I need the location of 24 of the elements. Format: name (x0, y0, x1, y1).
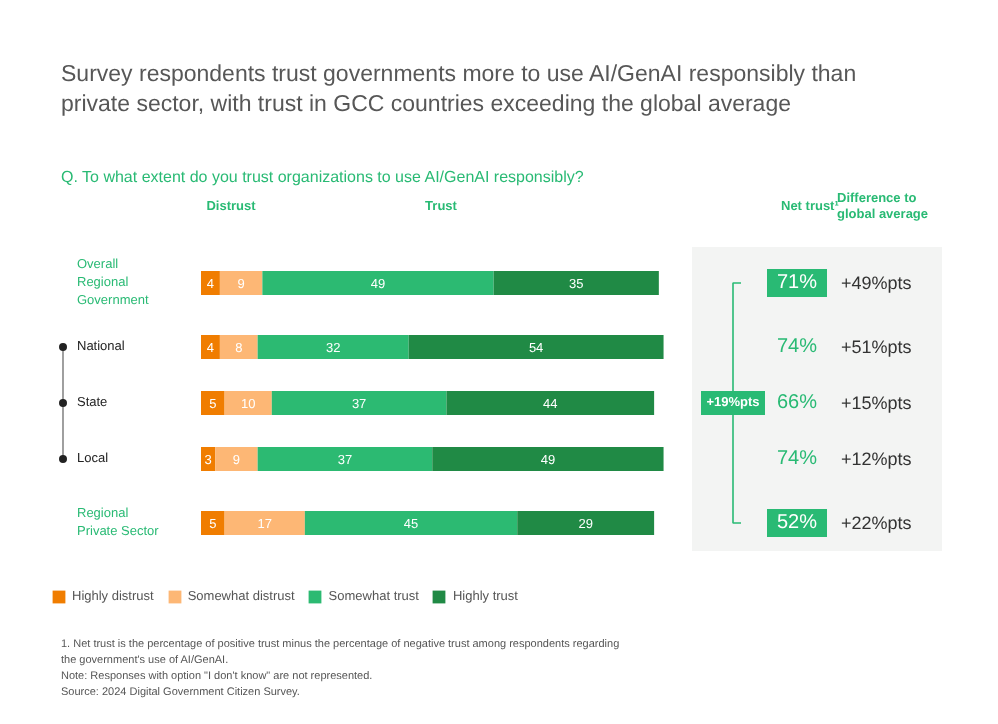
bar (271, 391, 447, 415)
bar (517, 511, 655, 535)
bar (201, 511, 225, 535)
text: +51%pts (841, 337, 913, 357)
bar (304, 511, 518, 535)
text: 71% (776, 272, 818, 294)
bar (224, 391, 272, 415)
text: +15%pts (841, 393, 913, 413)
text: +22%pts (841, 513, 913, 533)
bar (446, 391, 655, 415)
text: 74% (776, 336, 818, 358)
text: +49%pts (841, 273, 913, 293)
text: 66% (776, 392, 818, 414)
text: 74% (776, 448, 818, 470)
bar (493, 271, 659, 295)
chart-subtitle: Q. To what extent do you trust organizations to use AI/GenAI responsibly? (61, 168, 585, 186)
bar (219, 271, 263, 295)
text: +12%pts (841, 449, 913, 469)
bar (262, 271, 494, 295)
bar (224, 511, 305, 535)
bar (201, 271, 220, 295)
text: 52% (776, 512, 818, 534)
bar (201, 391, 225, 415)
chart-title: Survey respondents trust governments more to use AI/GenAI responsibly than private sector, with trust in GCC countries exceeding the global average (61, 63, 857, 117)
